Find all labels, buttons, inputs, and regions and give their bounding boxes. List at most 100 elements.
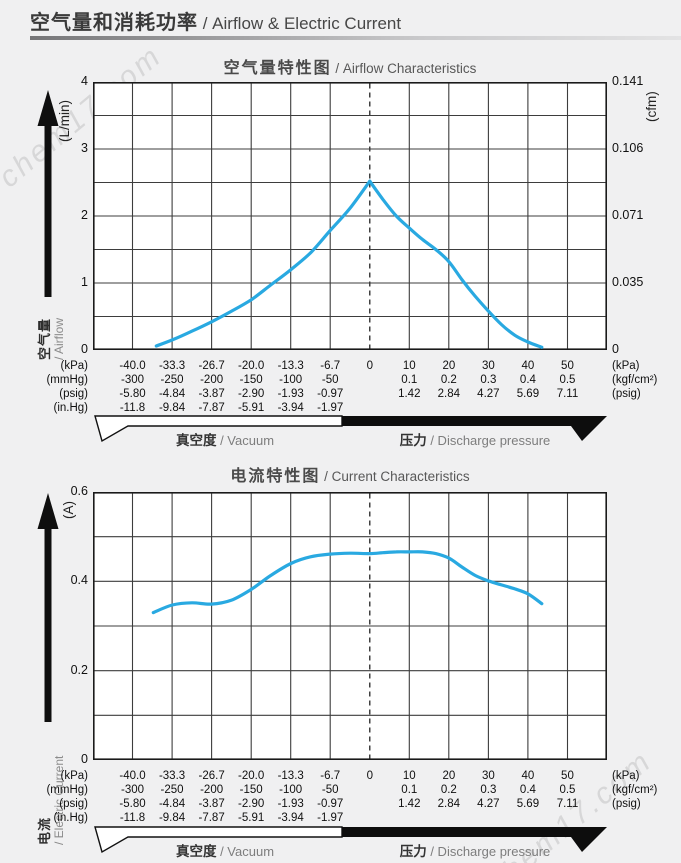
tick-inhg: -9.84 [158, 812, 186, 824]
tick-zero: 0 [366, 360, 373, 372]
current-title-zh: 电流特性图 [230, 468, 321, 485]
y-tick-label-left: 0 [81, 752, 88, 766]
tick-psig: -4.84 [158, 388, 186, 400]
tick-inhg: -9.84 [158, 402, 186, 414]
y-tick-label-right: 0.035 [612, 275, 644, 289]
tick-psig: 2.84 [437, 798, 461, 810]
tick-psig: -1.93 [277, 798, 304, 810]
axis-unit-left: (psig) [59, 388, 88, 400]
tick-kpa: -6.7 [320, 770, 341, 782]
y-tick-label-left: 0.6 [70, 484, 88, 498]
tick-mmhg: -100 [279, 784, 303, 796]
tick-kpa: -13.3 [277, 360, 304, 372]
header-rule [30, 36, 681, 40]
tick-kpa: -33.3 [158, 770, 186, 782]
airflow-title-zh: 空气量特性图 [223, 60, 332, 77]
current-plot [93, 492, 607, 760]
tick-kgf: 0.2 [440, 784, 457, 796]
tick-psig: -5.80 [119, 798, 146, 810]
y-tick-label-right: 0 [612, 342, 619, 356]
tick-kgf: 0.5 [559, 374, 576, 386]
airflow-unit-right: (cfm) [644, 91, 659, 122]
tick-inhg: -3.94 [277, 812, 304, 824]
tick-psig: -5.80 [119, 388, 146, 400]
tick-kpa: -26.7 [198, 770, 225, 782]
tick-mmhg: -150 [239, 784, 263, 796]
tick-psig: -3.87 [198, 798, 225, 810]
axis-unit-left: (kPa) [60, 360, 88, 372]
y-tick-label-left: 3 [81, 141, 88, 155]
tick-inhg: -3.94 [277, 402, 304, 414]
tick-mmhg: -250 [160, 374, 184, 386]
right-arrow-icon [342, 827, 607, 852]
vacuum-label-zh: 真空度 [175, 433, 217, 448]
axis-unit-right: (kgf/cm²) [612, 784, 658, 796]
tick-psig: 7.11 [556, 388, 579, 400]
tick-kpa: -20.0 [238, 360, 265, 372]
y-tick-label-right: 0.106 [612, 141, 644, 155]
vacuum-pressure-arrow-bar [94, 826, 607, 854]
tick-psig: -1.93 [277, 388, 304, 400]
current-unit-left: (A) [61, 501, 76, 519]
tick-psig: -4.84 [158, 798, 186, 810]
tick-psig: 7.11 [556, 798, 579, 810]
tick-mmhg: -100 [279, 374, 303, 386]
tick-kpa: -20.0 [238, 770, 265, 782]
tick-psig: 4.27 [477, 388, 500, 400]
tick-kpa: 10 [402, 360, 416, 372]
y-tick-label-left: 2 [81, 208, 88, 222]
y-tick-label-left: 0.4 [70, 573, 88, 588]
tick-psig: 1.42 [398, 798, 421, 810]
tick-mmhg: -300 [121, 784, 145, 796]
tick-kpa: -40.0 [119, 770, 146, 782]
tick-kpa: 20 [442, 360, 456, 372]
tick-psig: -3.87 [198, 388, 225, 400]
tick-inhg: -7.87 [198, 812, 225, 824]
axis-unit-right: (kgf/cm²) [612, 374, 658, 386]
airflow-unit-left: (L/min) [57, 99, 72, 142]
axis-unit-right: (psig) [612, 798, 641, 810]
axis-unit-right: (psig) [612, 388, 641, 400]
airflow-y-axis-label-zh: 空气量 [37, 317, 52, 360]
tick-mmhg: -50 [321, 784, 339, 796]
data-curve [368, 179, 544, 349]
pressure-arrow-label: 压力 / Discharge pressure [380, 840, 570, 861]
vacuum-label-zh: 真空度 [175, 844, 217, 859]
page-title-zh: 空气量和消耗功率 [30, 12, 198, 34]
tick-kpa: -33.3 [158, 360, 186, 372]
tick-kpa: 30 [481, 360, 495, 372]
data-curve [151, 550, 544, 615]
tick-kpa: 40 [521, 770, 535, 782]
tick-mmhg: -250 [160, 784, 184, 796]
pressure-label-zh: 压力 [399, 433, 427, 448]
tick-kgf: 0.2 [440, 374, 457, 386]
y-tick-label-left: 0 [81, 342, 88, 356]
vacuum-arrow-label: 真空度 / Vacuum [145, 840, 305, 861]
airflow-title-en: / Airflow Characteristics [331, 61, 477, 76]
tick-inhg: -5.91 [238, 812, 265, 824]
tick-kpa: 10 [402, 770, 416, 782]
tick-kpa: 50 [561, 770, 574, 782]
tick-psig: 2.84 [437, 388, 461, 400]
y-tick-label-left: 0.2 [70, 662, 88, 677]
vacuum-arrow-label: 真空度 / Vacuum [145, 429, 305, 450]
tick-mmhg: -200 [200, 784, 224, 796]
data-curve [154, 179, 372, 348]
tick-psig: -0.97 [317, 388, 344, 400]
tick-kpa: -6.7 [320, 360, 341, 372]
axis-unit-right: (kPa) [612, 360, 640, 372]
y-tick-label-left: 1 [81, 275, 88, 289]
tick-psig: -2.90 [238, 798, 265, 810]
tick-zero: 0 [366, 770, 373, 782]
tick-mmhg: -300 [121, 374, 145, 386]
axis-unit-left: (kPa) [60, 770, 88, 782]
tick-kgf: 0.5 [559, 784, 576, 796]
tick-inhg: -5.91 [238, 402, 265, 414]
tick-kgf: 0.1 [401, 374, 418, 386]
tick-mmhg: -50 [321, 374, 339, 386]
tick-inhg: -1.97 [317, 812, 344, 824]
tick-mmhg: -200 [200, 374, 224, 386]
axis-unit-right: (kPa) [612, 770, 640, 782]
tick-kpa: 40 [521, 360, 535, 372]
tick-psig: -0.97 [317, 798, 344, 810]
